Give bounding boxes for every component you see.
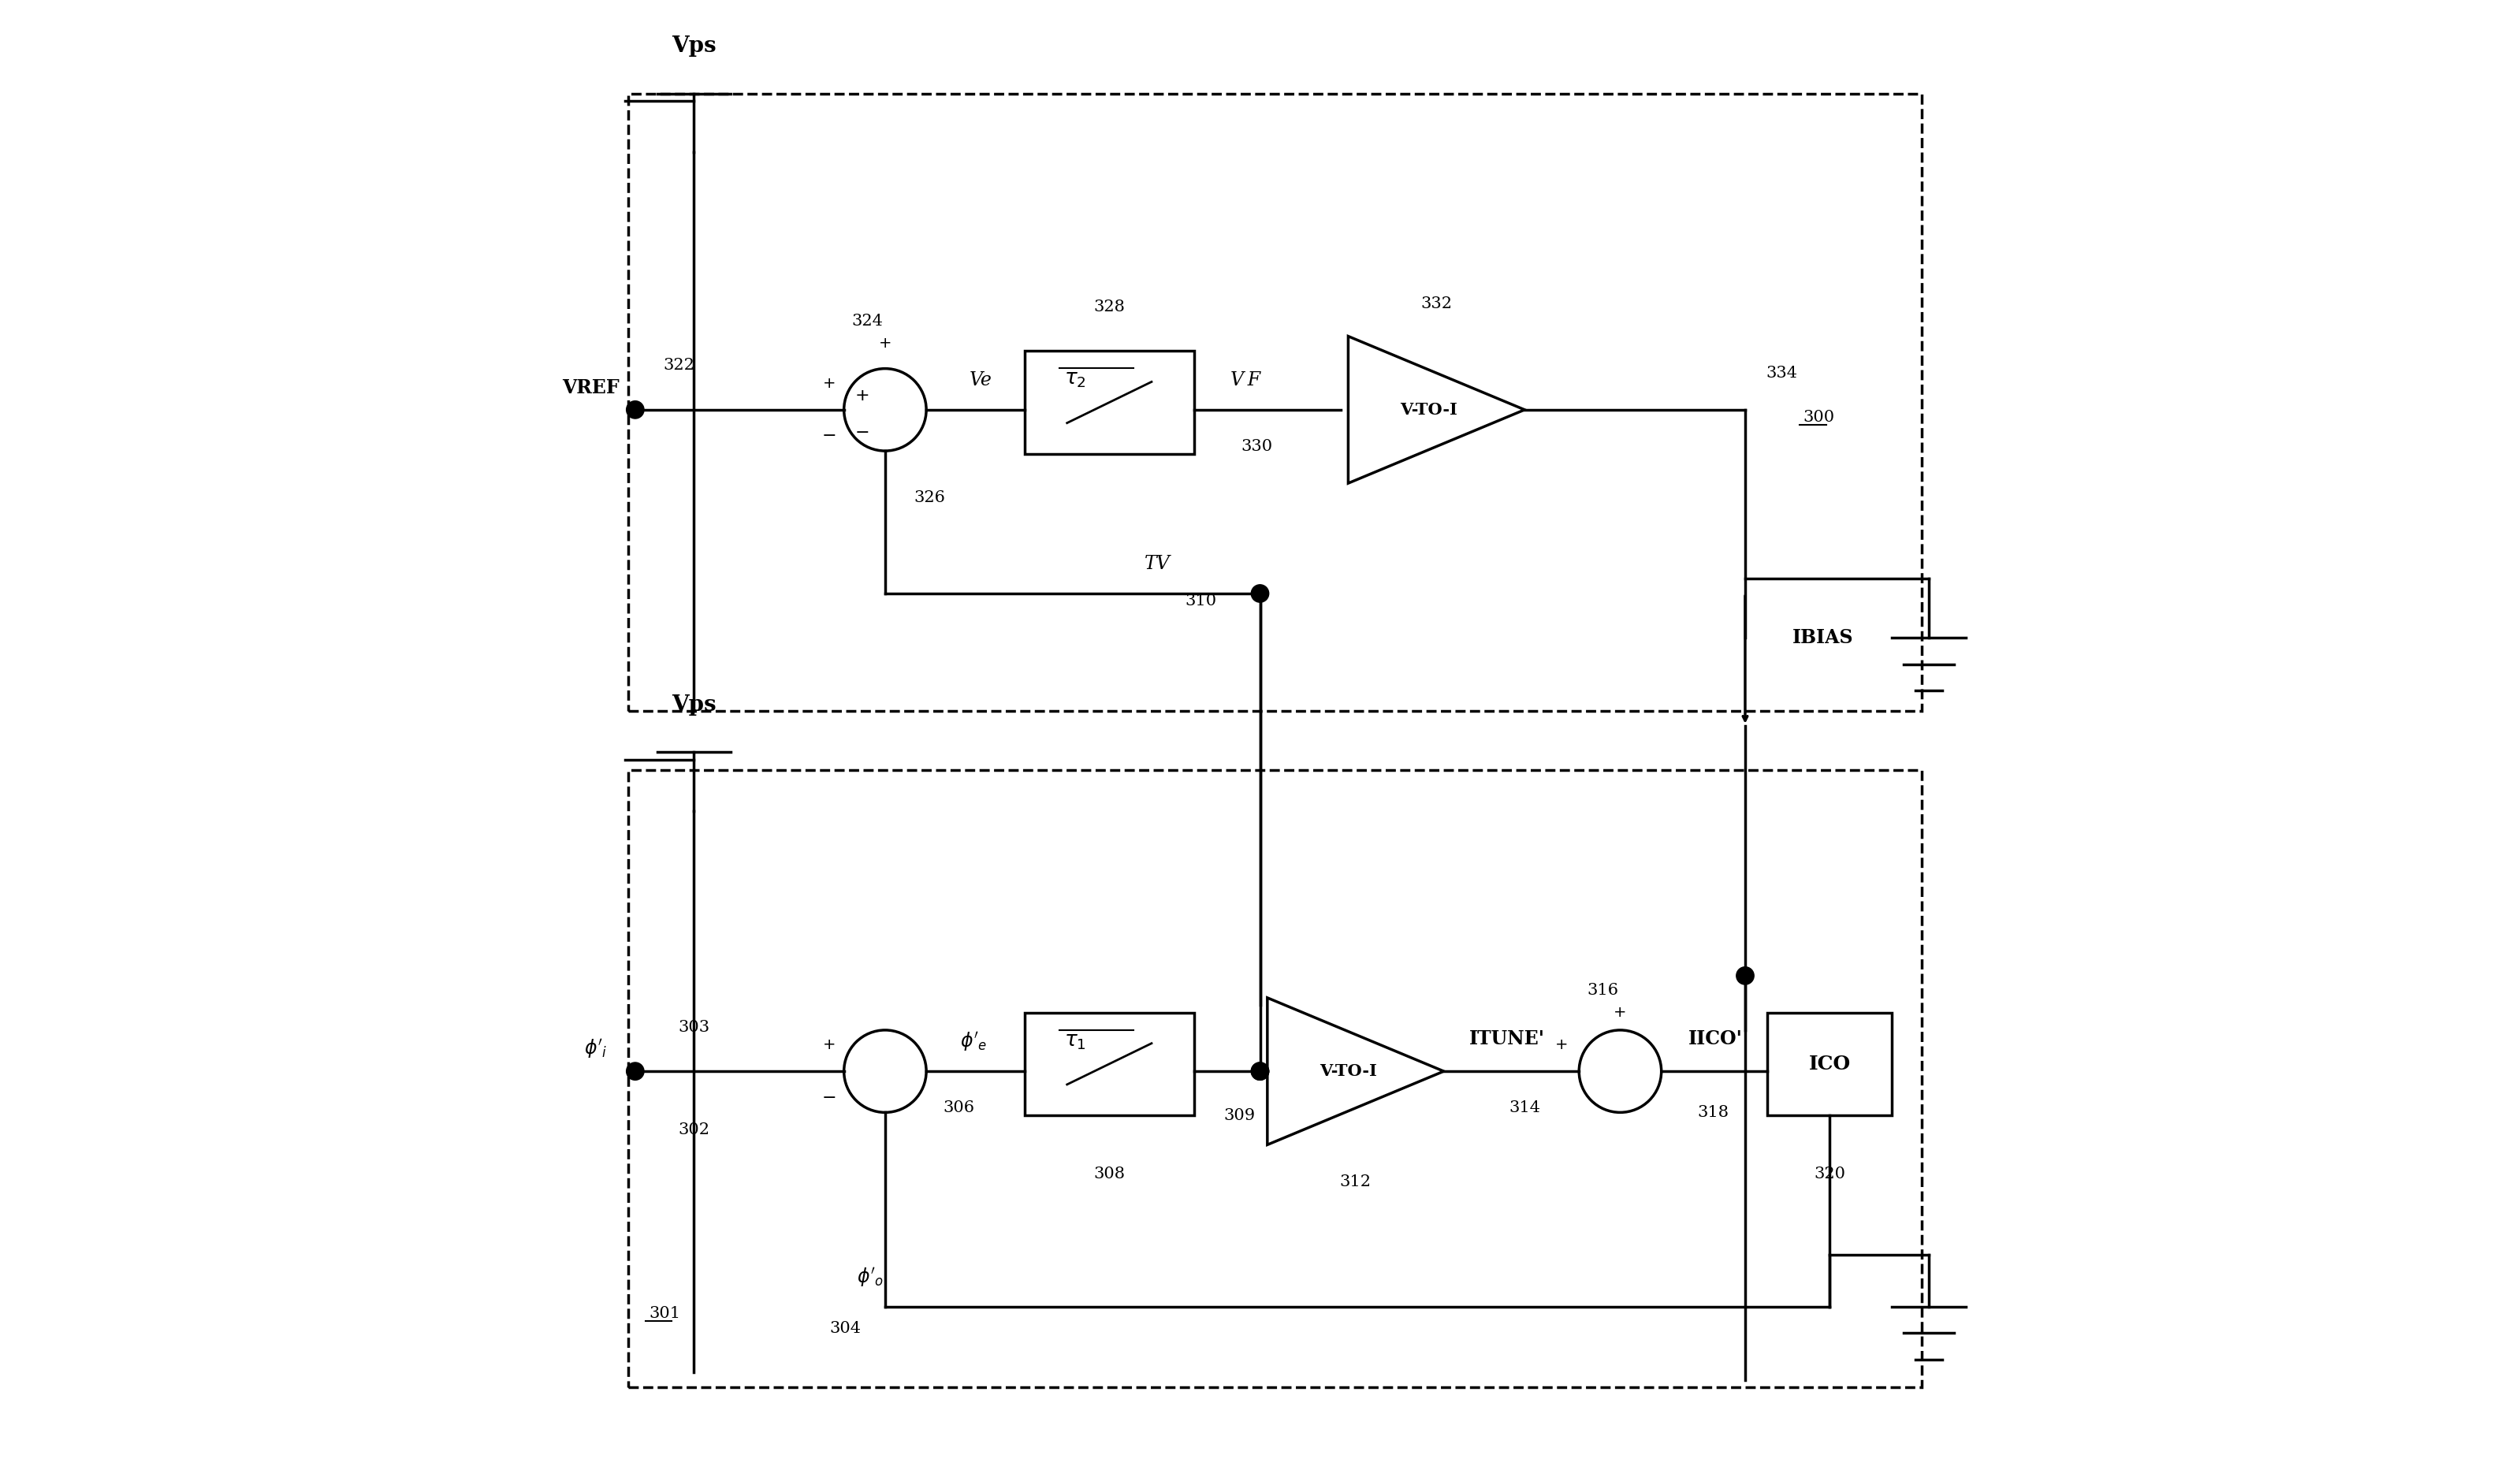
Text: 306: 306	[942, 1100, 975, 1115]
Circle shape	[627, 401, 645, 419]
Circle shape	[627, 1062, 645, 1080]
FancyBboxPatch shape	[1026, 1013, 1194, 1115]
Text: −: −	[854, 425, 869, 440]
Text: 303: 303	[678, 1020, 711, 1035]
Text: Vps: Vps	[673, 36, 716, 56]
Text: 312: 312	[1341, 1174, 1371, 1189]
Circle shape	[1250, 1062, 1270, 1080]
Text: 301: 301	[648, 1306, 680, 1321]
FancyBboxPatch shape	[1767, 1013, 1893, 1115]
FancyBboxPatch shape	[1026, 351, 1194, 453]
Text: TV: TV	[1144, 555, 1169, 573]
Text: ITUNE': ITUNE'	[1469, 1029, 1545, 1049]
Text: 324: 324	[852, 314, 882, 329]
Text: 320: 320	[1814, 1167, 1845, 1182]
Text: 322: 322	[663, 358, 696, 373]
Text: 326: 326	[915, 490, 945, 505]
Text: −: −	[822, 428, 837, 444]
Text: $\tau_2$: $\tau_2$	[1063, 370, 1086, 390]
Text: +: +	[822, 1037, 837, 1053]
Text: +: +	[854, 388, 869, 403]
Text: V F: V F	[1230, 372, 1260, 390]
Text: ICO: ICO	[1809, 1054, 1850, 1074]
Text: 332: 332	[1421, 296, 1452, 311]
Text: 334: 334	[1767, 366, 1797, 381]
Text: IICO': IICO'	[1688, 1029, 1744, 1049]
Text: VREF: VREF	[562, 378, 620, 397]
Text: $\phi'_e$: $\phi'_e$	[960, 1031, 988, 1053]
Circle shape	[1736, 967, 1754, 985]
Text: 304: 304	[829, 1321, 862, 1336]
Text: −: −	[822, 1090, 837, 1106]
Text: 314: 314	[1509, 1100, 1540, 1115]
Text: 308: 308	[1094, 1167, 1124, 1182]
Text: Ve: Ve	[970, 372, 993, 390]
Circle shape	[1250, 1062, 1270, 1080]
Text: 302: 302	[678, 1123, 711, 1137]
Text: V-TO-I: V-TO-I	[1320, 1063, 1376, 1080]
Circle shape	[1250, 585, 1270, 603]
Text: 330: 330	[1242, 438, 1273, 455]
Text: $\phi'_i$: $\phi'_i$	[585, 1038, 607, 1060]
Text: $\phi'_o$: $\phi'_o$	[857, 1266, 885, 1288]
Text: IBIAS: IBIAS	[1792, 628, 1852, 647]
Text: 318: 318	[1696, 1105, 1729, 1120]
Text: +: +	[1613, 1006, 1628, 1020]
Text: 300: 300	[1802, 410, 1835, 425]
Text: 310: 310	[1184, 594, 1217, 609]
Text: +: +	[822, 376, 837, 391]
Text: 316: 316	[1588, 983, 1618, 998]
Text: +: +	[879, 336, 892, 351]
Text: +: +	[1555, 1037, 1567, 1053]
Text: 328: 328	[1094, 299, 1124, 314]
Text: V-TO-I: V-TO-I	[1401, 401, 1457, 418]
Text: Vps: Vps	[673, 695, 716, 715]
Text: 309: 309	[1225, 1108, 1255, 1123]
Text: $\tau_1$: $\tau_1$	[1063, 1031, 1086, 1052]
